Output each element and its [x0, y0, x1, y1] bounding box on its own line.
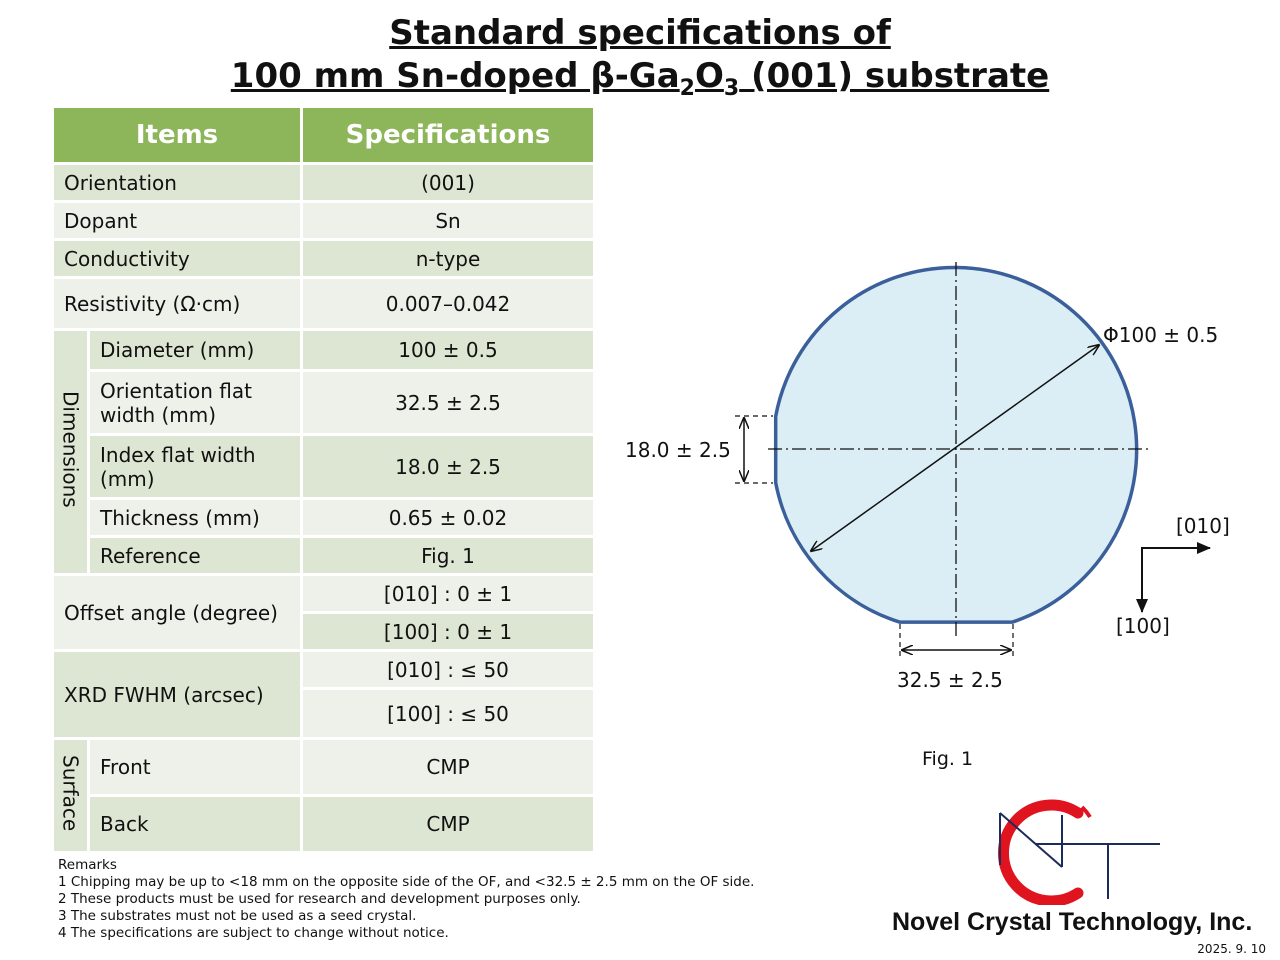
dopant-label: Dopant — [51, 200, 303, 241]
title-part: O — [694, 56, 724, 96]
title-text-1: Standard specifications of — [389, 13, 891, 53]
figure-caption: Fig. 1 — [922, 748, 974, 770]
xrd-value-100: [100] : ≤ 50 — [300, 687, 596, 740]
title-part: (001) substrate — [739, 56, 1050, 96]
title-subscript-2: 2 — [679, 75, 695, 101]
resistivity-label: Resistivity (Ω·cm) — [51, 276, 303, 331]
offset-value-100: [100] : 0 ± 1 — [300, 611, 596, 652]
remark-4: 4 The specifications are subject to chan… — [58, 925, 449, 941]
remark-2: 2 These products must be used for resear… — [58, 891, 581, 907]
wafer-figure: Φ100 ± 0.5 18.0 ± 2.5 32.5 ± 2.5 [010] [… — [625, 262, 1230, 692]
if-label: 18.0 ± 2.5 — [625, 438, 731, 462]
remarks-heading: Remarks — [58, 857, 117, 873]
if-width-label: Index flat width (mm) — [87, 433, 303, 500]
thickness-label: Thickness (mm) — [87, 497, 303, 538]
conductivity-value: n-type — [300, 238, 596, 279]
dopant-value: Sn — [300, 200, 596, 241]
title-subscript-3: 3 — [723, 75, 740, 101]
xrd-value-010: [010] : ≤ 50 — [300, 649, 596, 690]
spec-table: Items Specifications Orientation (001) D… — [51, 105, 596, 854]
of-label: 32.5 ± 2.5 — [897, 668, 1003, 692]
xrd-label: XRD FWHM (arcsec) — [51, 649, 303, 740]
page-title-line1: Standard specifications of — [0, 12, 1280, 54]
thickness-value: 0.65 ± 0.02 — [300, 497, 596, 538]
front-label: Front — [87, 737, 303, 797]
back-label: Back — [87, 794, 303, 854]
of-width-label: Orientation flat width (mm) — [87, 369, 303, 436]
diameter-label: Φ100 ± 0.5 — [1103, 323, 1218, 347]
reference-label: Reference — [87, 535, 303, 576]
axis-corner — [1141, 547, 1207, 608]
page-title-line2: 100 mm Sn-doped β-Ga2O3 (001) substrate — [0, 55, 1280, 110]
orientation-label: Orientation — [51, 162, 303, 203]
conductivity-label: Conductivity — [51, 238, 303, 279]
of-width-value: 32.5 ± 2.5 — [300, 369, 596, 436]
title-part: 100 mm Sn-doped β-Ga — [230, 56, 680, 96]
resistivity-value: 0.007–0.042 — [300, 276, 596, 331]
surface-text: Surface — [58, 754, 83, 832]
diameter-arrow — [811, 345, 1099, 551]
front-value: CMP — [300, 737, 596, 797]
header-specifications: Specifications — [300, 105, 596, 165]
date-stamp: 2025. 9. 10 — [1197, 942, 1266, 956]
direction-010-label: [010] — [1176, 514, 1230, 538]
direction-100-label: [100] — [1116, 614, 1170, 638]
dimensions-text: Dimensions — [58, 391, 83, 508]
diameter-value: 100 ± 0.5 — [300, 328, 596, 372]
company-logo — [997, 799, 1160, 905]
surface-group-label: Surface — [51, 737, 90, 854]
remark-1: 1 Chipping may be up to <18 mm on the op… — [58, 874, 755, 890]
company-name: Novel Crystal Technology, Inc. — [892, 908, 1253, 936]
offset-label: Offset angle (degree) — [51, 573, 303, 652]
dimensions-group-label: Dimensions — [51, 328, 90, 576]
orientation-value: (001) — [300, 162, 596, 203]
remarks: Remarks 1 Chipping may be up to <18 mm o… — [58, 857, 754, 942]
if-width-value: 18.0 ± 2.5 — [300, 433, 596, 500]
remark-3: 3 The substrates must not be used as a s… — [58, 908, 417, 924]
reference-value: Fig. 1 — [300, 535, 596, 576]
header-items: Items — [51, 105, 303, 165]
back-value: CMP — [300, 794, 596, 854]
diameter-label: Diameter (mm) — [87, 328, 303, 372]
offset-value-010: [010] : 0 ± 1 — [300, 573, 596, 614]
